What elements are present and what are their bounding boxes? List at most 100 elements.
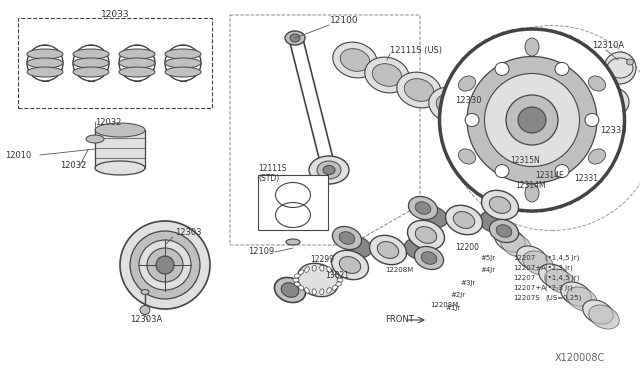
Text: #2Jr: #2Jr	[450, 292, 465, 298]
Ellipse shape	[453, 212, 475, 228]
Ellipse shape	[27, 45, 63, 81]
Text: 13021: 13021	[325, 270, 349, 279]
Ellipse shape	[326, 288, 332, 293]
Ellipse shape	[495, 62, 509, 76]
Ellipse shape	[523, 251, 553, 275]
Ellipse shape	[506, 95, 558, 145]
Ellipse shape	[516, 246, 547, 270]
Text: 12111S: 12111S	[258, 164, 287, 173]
Ellipse shape	[323, 166, 335, 174]
Text: 12200: 12200	[455, 244, 479, 253]
Text: #3Jr: #3Jr	[460, 280, 476, 286]
Ellipse shape	[326, 267, 332, 272]
Text: 12330: 12330	[455, 96, 481, 105]
Ellipse shape	[309, 156, 349, 184]
Text: 12303A: 12303A	[130, 315, 163, 324]
Ellipse shape	[429, 87, 473, 123]
Ellipse shape	[465, 113, 479, 126]
Text: (•1,4,5 Jr): (•1,4,5 Jr)	[545, 255, 579, 261]
Ellipse shape	[275, 278, 305, 302]
Ellipse shape	[583, 300, 613, 324]
Ellipse shape	[294, 274, 300, 278]
Ellipse shape	[525, 38, 539, 56]
Ellipse shape	[332, 270, 337, 275]
Ellipse shape	[312, 289, 316, 295]
Ellipse shape	[404, 238, 431, 260]
Ellipse shape	[627, 59, 634, 65]
Ellipse shape	[518, 107, 546, 133]
Ellipse shape	[298, 263, 339, 296]
Ellipse shape	[605, 94, 623, 110]
Text: 12314E: 12314E	[535, 170, 564, 180]
Text: FRONT: FRONT	[386, 315, 414, 324]
Text: #4Jr: #4Jr	[480, 267, 495, 273]
Ellipse shape	[290, 34, 300, 42]
Text: 12303: 12303	[175, 228, 202, 237]
Ellipse shape	[140, 305, 150, 314]
Ellipse shape	[286, 239, 300, 245]
Ellipse shape	[481, 190, 518, 220]
Ellipse shape	[420, 206, 447, 228]
Ellipse shape	[119, 58, 155, 68]
Text: 12333: 12333	[600, 125, 627, 135]
Ellipse shape	[305, 288, 309, 293]
Text: 12299: 12299	[310, 256, 334, 264]
Ellipse shape	[312, 265, 316, 271]
Ellipse shape	[339, 257, 361, 273]
Ellipse shape	[73, 49, 109, 59]
Ellipse shape	[589, 305, 620, 329]
Ellipse shape	[397, 72, 441, 108]
Ellipse shape	[317, 161, 341, 179]
Ellipse shape	[305, 267, 309, 272]
Text: (•2,3 Jr): (•2,3 Jr)	[545, 285, 573, 291]
Text: 12033: 12033	[100, 10, 129, 19]
Ellipse shape	[119, 45, 155, 81]
Text: #1Jr: #1Jr	[445, 305, 460, 311]
Ellipse shape	[165, 49, 201, 59]
Ellipse shape	[73, 67, 109, 77]
Ellipse shape	[408, 196, 438, 219]
Text: 12032: 12032	[60, 160, 86, 170]
Ellipse shape	[458, 76, 476, 91]
Ellipse shape	[440, 29, 625, 211]
Text: (STD): (STD)	[258, 173, 279, 183]
Ellipse shape	[567, 287, 597, 311]
Ellipse shape	[294, 282, 300, 286]
Text: (US=0.25): (US=0.25)	[545, 295, 581, 301]
Ellipse shape	[436, 94, 466, 116]
Ellipse shape	[445, 35, 619, 205]
Bar	[258, 175, 328, 230]
Ellipse shape	[130, 231, 200, 299]
Ellipse shape	[372, 64, 402, 86]
Text: (•2,3 Jr): (•2,3 Jr)	[545, 265, 573, 271]
Ellipse shape	[484, 74, 579, 167]
Ellipse shape	[336, 274, 342, 278]
Ellipse shape	[156, 256, 174, 274]
Text: 12207+A: 12207+A	[513, 265, 546, 271]
Ellipse shape	[141, 289, 149, 295]
Ellipse shape	[369, 235, 406, 264]
Ellipse shape	[599, 88, 629, 116]
Text: 12111S (US): 12111S (US)	[390, 45, 442, 55]
Ellipse shape	[298, 285, 304, 290]
Ellipse shape	[490, 196, 511, 214]
Ellipse shape	[378, 241, 399, 259]
Ellipse shape	[585, 113, 599, 126]
Ellipse shape	[293, 278, 299, 282]
Ellipse shape	[490, 219, 518, 243]
Ellipse shape	[545, 269, 575, 293]
Text: 12208M: 12208M	[430, 302, 458, 308]
Text: 12208M: 12208M	[385, 267, 413, 273]
Text: 12207: 12207	[513, 275, 535, 281]
Ellipse shape	[539, 264, 569, 288]
Ellipse shape	[500, 233, 531, 257]
Ellipse shape	[495, 164, 509, 177]
Ellipse shape	[27, 58, 63, 68]
Text: 12109: 12109	[248, 247, 275, 257]
Ellipse shape	[73, 45, 109, 81]
Ellipse shape	[119, 67, 155, 77]
Ellipse shape	[336, 282, 342, 286]
Ellipse shape	[339, 232, 355, 244]
Ellipse shape	[86, 135, 104, 143]
Ellipse shape	[320, 265, 324, 271]
